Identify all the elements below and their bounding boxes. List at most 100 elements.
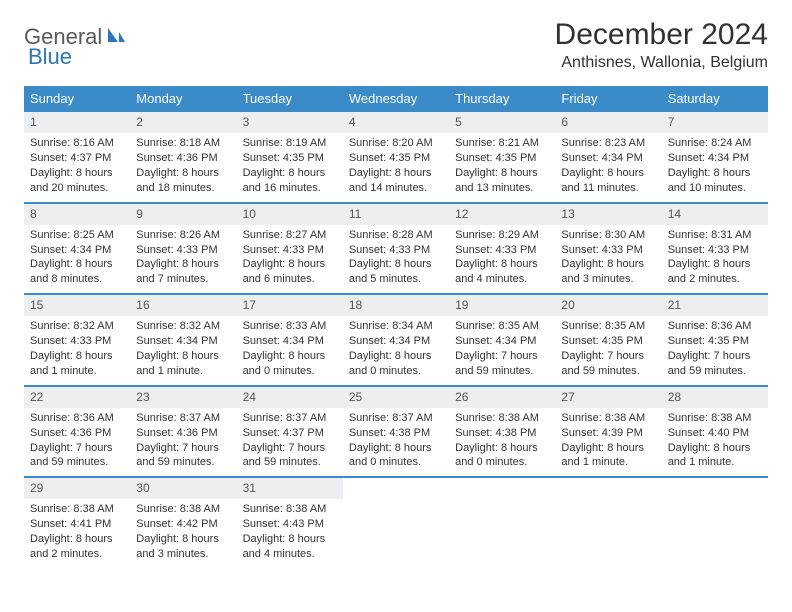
daylight-line2: and 1 minute. (561, 455, 655, 470)
weeks-container: 1Sunrise: 8:16 AMSunset: 4:37 PMDaylight… (24, 112, 768, 568)
day-cell: 14Sunrise: 8:31 AMSunset: 4:33 PMDayligh… (662, 204, 768, 294)
day-cell: 15Sunrise: 8:32 AMSunset: 4:33 PMDayligh… (24, 295, 130, 385)
daylight-line2: and 0 minutes. (349, 455, 443, 470)
location: Anthisnes, Wallonia, Belgium (555, 54, 768, 72)
weekday-header: Friday (555, 86, 661, 112)
sunset-text: Sunset: 4:36 PM (30, 426, 124, 441)
daylight-line1: Daylight: 8 hours (243, 532, 337, 547)
day-body: Sunrise: 8:37 AMSunset: 4:37 PMDaylight:… (237, 408, 343, 476)
sunrise-text: Sunrise: 8:35 AM (455, 319, 549, 334)
sunset-text: Sunset: 4:35 PM (243, 151, 337, 166)
day-number: 13 (555, 204, 661, 225)
day-number: 12 (449, 204, 555, 225)
daylight-line1: Daylight: 7 hours (243, 441, 337, 456)
daylight-line1: Daylight: 8 hours (561, 257, 655, 272)
sunrise-text: Sunrise: 8:28 AM (349, 228, 443, 243)
daylight-line1: Daylight: 8 hours (136, 257, 230, 272)
sunrise-text: Sunrise: 8:38 AM (668, 411, 762, 426)
day-number: 6 (555, 112, 661, 133)
daylight-line1: Daylight: 8 hours (455, 257, 549, 272)
month-title: December 2024 (555, 18, 768, 52)
day-cell: 22Sunrise: 8:36 AMSunset: 4:36 PMDayligh… (24, 387, 130, 477)
day-cell: 31Sunrise: 8:38 AMSunset: 4:43 PMDayligh… (237, 478, 343, 568)
day-number: 11 (343, 204, 449, 225)
empty-cell (662, 478, 768, 568)
sunset-text: Sunset: 4:39 PM (561, 426, 655, 441)
daylight-line1: Daylight: 7 hours (668, 349, 762, 364)
day-cell: 30Sunrise: 8:38 AMSunset: 4:42 PMDayligh… (130, 478, 236, 568)
day-cell: 20Sunrise: 8:35 AMSunset: 4:35 PMDayligh… (555, 295, 661, 385)
daylight-line2: and 59 minutes. (561, 364, 655, 379)
day-body: Sunrise: 8:16 AMSunset: 4:37 PMDaylight:… (24, 133, 130, 201)
day-cell: 4Sunrise: 8:20 AMSunset: 4:35 PMDaylight… (343, 112, 449, 202)
daylight-line1: Daylight: 8 hours (349, 441, 443, 456)
day-number: 31 (237, 478, 343, 499)
daylight-line2: and 0 minutes. (455, 455, 549, 470)
day-number: 29 (24, 478, 130, 499)
sunset-text: Sunset: 4:35 PM (349, 151, 443, 166)
daylight-line1: Daylight: 7 hours (455, 349, 549, 364)
sunset-text: Sunset: 4:34 PM (561, 151, 655, 166)
sunrise-text: Sunrise: 8:24 AM (668, 136, 762, 151)
day-number: 23 (130, 387, 236, 408)
sunrise-text: Sunrise: 8:38 AM (30, 502, 124, 517)
day-body: Sunrise: 8:25 AMSunset: 4:34 PMDaylight:… (24, 225, 130, 293)
daylight-line2: and 8 minutes. (30, 272, 124, 287)
day-body: Sunrise: 8:38 AMSunset: 4:38 PMDaylight:… (449, 408, 555, 476)
weekday-header: Saturday (662, 86, 768, 112)
sunset-text: Sunset: 4:42 PM (136, 517, 230, 532)
sunrise-text: Sunrise: 8:16 AM (30, 136, 124, 151)
logo-sail-icon (106, 26, 126, 49)
day-cell: 25Sunrise: 8:37 AMSunset: 4:38 PMDayligh… (343, 387, 449, 477)
daylight-line2: and 4 minutes. (243, 547, 337, 562)
logo-word2: Blue (28, 44, 72, 69)
sunset-text: Sunset: 4:41 PM (30, 517, 124, 532)
day-number: 20 (555, 295, 661, 316)
daylight-line1: Daylight: 7 hours (561, 349, 655, 364)
daylight-line2: and 5 minutes. (349, 272, 443, 287)
day-number: 21 (662, 295, 768, 316)
title-block: December 2024 Anthisnes, Wallonia, Belgi… (555, 18, 768, 72)
week-row: 15Sunrise: 8:32 AMSunset: 4:33 PMDayligh… (24, 295, 768, 387)
sunrise-text: Sunrise: 8:38 AM (561, 411, 655, 426)
day-number: 17 (237, 295, 343, 316)
day-body: Sunrise: 8:32 AMSunset: 4:33 PMDaylight:… (24, 316, 130, 384)
daylight-line1: Daylight: 8 hours (668, 257, 762, 272)
day-number: 7 (662, 112, 768, 133)
sunset-text: Sunset: 4:38 PM (349, 426, 443, 441)
sunset-text: Sunset: 4:34 PM (30, 243, 124, 258)
daylight-line2: and 13 minutes. (455, 181, 549, 196)
day-cell: 12Sunrise: 8:29 AMSunset: 4:33 PMDayligh… (449, 204, 555, 294)
daylight-line2: and 0 minutes. (349, 364, 443, 379)
daylight-line2: and 2 minutes. (30, 547, 124, 562)
daylight-line1: Daylight: 8 hours (30, 532, 124, 547)
calendar: SundayMondayTuesdayWednesdayThursdayFrid… (24, 86, 768, 568)
day-body: Sunrise: 8:19 AMSunset: 4:35 PMDaylight:… (237, 133, 343, 201)
sunrise-text: Sunrise: 8:19 AM (243, 136, 337, 151)
day-number: 3 (237, 112, 343, 133)
day-number: 4 (343, 112, 449, 133)
day-cell: 19Sunrise: 8:35 AMSunset: 4:34 PMDayligh… (449, 295, 555, 385)
day-number: 1 (24, 112, 130, 133)
sunset-text: Sunset: 4:33 PM (561, 243, 655, 258)
sunset-text: Sunset: 4:34 PM (136, 334, 230, 349)
day-cell: 1Sunrise: 8:16 AMSunset: 4:37 PMDaylight… (24, 112, 130, 202)
daylight-line1: Daylight: 8 hours (243, 257, 337, 272)
daylight-line1: Daylight: 8 hours (30, 349, 124, 364)
sunset-text: Sunset: 4:35 PM (561, 334, 655, 349)
day-number: 22 (24, 387, 130, 408)
sunset-text: Sunset: 4:37 PM (243, 426, 337, 441)
daylight-line2: and 20 minutes. (30, 181, 124, 196)
sunrise-text: Sunrise: 8:23 AM (561, 136, 655, 151)
weekday-header: Sunday (24, 86, 130, 112)
empty-cell (449, 478, 555, 568)
day-body: Sunrise: 8:23 AMSunset: 4:34 PMDaylight:… (555, 133, 661, 201)
day-cell: 11Sunrise: 8:28 AMSunset: 4:33 PMDayligh… (343, 204, 449, 294)
day-cell: 28Sunrise: 8:38 AMSunset: 4:40 PMDayligh… (662, 387, 768, 477)
sunset-text: Sunset: 4:40 PM (668, 426, 762, 441)
day-cell: 21Sunrise: 8:36 AMSunset: 4:35 PMDayligh… (662, 295, 768, 385)
weekday-header: Tuesday (237, 86, 343, 112)
day-number: 25 (343, 387, 449, 408)
day-body: Sunrise: 8:27 AMSunset: 4:33 PMDaylight:… (237, 225, 343, 293)
day-body: Sunrise: 8:26 AMSunset: 4:33 PMDaylight:… (130, 225, 236, 293)
